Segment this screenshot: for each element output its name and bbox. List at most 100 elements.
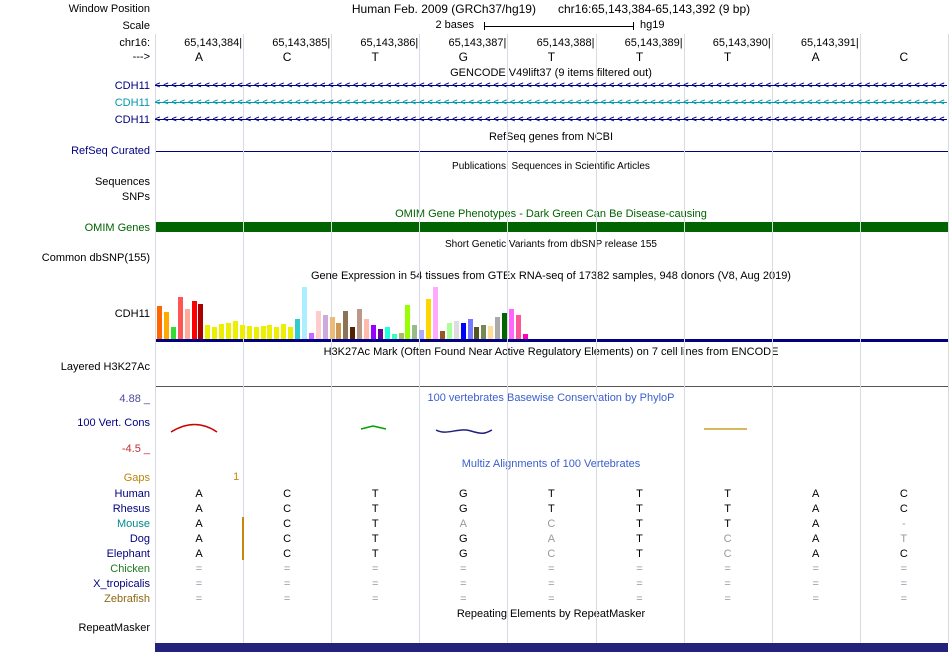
alignment-base: A: [812, 488, 820, 500]
reference-base: C: [282, 50, 292, 64]
gtex-bar: [474, 327, 480, 339]
species-label-elephant[interactable]: Elephant: [106, 548, 150, 560]
track-label-refseq-curated[interactable]: RefSeq Curated: [71, 145, 150, 157]
gtex-bar: [502, 313, 507, 339]
alignment-base: =: [460, 563, 467, 575]
scale-bar: [484, 22, 634, 30]
alignment-base: =: [812, 593, 819, 605]
gencode-title[interactable]: GENCODE V49lift37 (9 items filtered out): [450, 67, 652, 79]
omim-title[interactable]: OMIM Gene Phenotypes - Dark Green Can Be…: [395, 208, 707, 220]
gene-direction-arrows: <<<<<<<<<<<<<<<<<<<<<<<<<<<<<<<<<<<<<<<<…: [155, 97, 947, 107]
alignment-base: G: [459, 548, 468, 560]
alignment-base: G: [459, 488, 468, 500]
gtex-bar: [508, 309, 514, 339]
gtex-bar: [301, 287, 307, 339]
coordinate-label: 65,143,387|: [448, 37, 507, 49]
gtex-bar: [336, 323, 342, 339]
alignment-base: A: [195, 548, 203, 560]
alignment-base: =: [460, 593, 467, 605]
species-label-chicken[interactable]: Chicken: [110, 563, 150, 575]
gtex-bar: [267, 325, 273, 339]
phylop-title[interactable]: 100 vertebrates Basewise Conservation by…: [427, 392, 675, 404]
repeatmasker-bar[interactable]: [155, 643, 948, 652]
gtex-bar: [460, 323, 466, 339]
gtex-bar-chart[interactable]: [155, 287, 948, 339]
track-label-omim-genes[interactable]: OMIM Genes: [84, 222, 150, 234]
refseq-title[interactable]: RefSeq genes from NCBI: [488, 131, 614, 143]
track-label-h3k27ac[interactable]: Layered H3K27Ac: [60, 361, 150, 373]
species-label-human[interactable]: Human: [114, 488, 150, 500]
alignment-base: A: [812, 518, 820, 530]
track-label-common-dbsnp[interactable]: Common dbSNP(155): [41, 252, 150, 264]
alignment-base: C: [723, 548, 732, 560]
gtex-bar: [357, 309, 363, 339]
track-label-repeatmasker[interactable]: RepeatMasker: [78, 622, 150, 634]
repeatmasker-title[interactable]: Repeating Elements by RepeatMasker: [456, 608, 646, 620]
gtex-title[interactable]: Gene Expression in 54 tissues from GTEx …: [311, 270, 791, 282]
gtex-bar: [412, 325, 418, 339]
gtex-bar: [377, 329, 383, 339]
gtex-bar: [315, 311, 321, 339]
alignment-base: =: [195, 563, 203, 575]
gene-line-cdh11-2[interactable]: <<<<<<<<<<<<<<<<<<<<<<<<<<<<<<<<<<<<<<<<…: [155, 113, 947, 126]
track-label-gencode-cdh11-1[interactable]: CDH11: [114, 97, 150, 109]
grid-line: [947, 34, 949, 643]
h3k27ac-title[interactable]: H3K27Ac Mark (Often Found Near Active Re…: [323, 346, 779, 358]
alignment-base: =: [371, 578, 379, 590]
publications-title[interactable]: Publications: Sequences in Scientific Ar…: [452, 161, 650, 172]
alignment-base: A: [547, 533, 556, 545]
grid-line: [595, 34, 597, 643]
gene-line-cdh11-1[interactable]: <<<<<<<<<<<<<<<<<<<<<<<<<<<<<<<<<<<<<<<<…: [155, 96, 947, 109]
track-label-snps[interactable]: SNPs: [121, 191, 150, 203]
dbsnp-title[interactable]: Short Genetic Variants from dbSNP releas…: [445, 239, 657, 250]
position-range: chr16:65,143,384-65,143,392 (9 bp): [557, 2, 751, 16]
gtex-bar: [246, 326, 252, 339]
species-label-dog[interactable]: Dog: [129, 533, 150, 545]
multiz-title[interactable]: Multiz Alignments of 100 Vertebrates: [461, 458, 641, 470]
species-label-zebrafish[interactable]: Zebrafish: [104, 593, 150, 605]
alignment-base: T: [371, 488, 379, 500]
alignment-base: T: [371, 548, 379, 560]
track-label-gencode-cdh11-0[interactable]: CDH11: [114, 80, 150, 92]
refseq-gene-line[interactable]: [155, 151, 948, 152]
track-label-gtex-cdh11[interactable]: CDH11: [114, 308, 150, 320]
gtex-bar: [419, 330, 425, 339]
track-label-gencode-cdh11-2[interactable]: CDH11: [114, 114, 150, 126]
grid-line: [859, 34, 861, 643]
species-label-rhesus[interactable]: Rhesus: [112, 503, 150, 515]
omim-bar[interactable]: [155, 222, 948, 232]
gap-indicator-line: [242, 517, 245, 560]
gtex-bar: [391, 334, 397, 339]
gene-line-bar: [155, 85, 947, 86]
alignment-base: =: [460, 578, 467, 590]
assembly-name: Human Feb. 2009 (GRCh37/hg19): [351, 2, 536, 16]
gtex-bar: [177, 297, 183, 339]
alignment-base: T: [371, 533, 379, 545]
alignment-base: A: [812, 533, 820, 545]
alignment-base: -: [901, 518, 906, 530]
gtex-bar: [522, 334, 528, 339]
species-label-x_tropicalis[interactable]: X_tropicalis: [93, 578, 150, 590]
gtex-bar: [239, 325, 245, 339]
track-label-sequences[interactable]: Sequences: [94, 176, 150, 188]
coordinate-label: 65,143,385|: [272, 37, 331, 49]
position-header: Human Feb. 2009 (GRCh37/hg19) chr16:65,14…: [155, 2, 947, 16]
alignment-base: C: [283, 548, 292, 560]
species-label-mouse[interactable]: Mouse: [116, 518, 150, 530]
gtex-bar: [350, 327, 356, 339]
gene-line-cdh11-0[interactable]: <<<<<<<<<<<<<<<<<<<<<<<<<<<<<<<<<<<<<<<<…: [155, 79, 947, 92]
alignment-base: =: [371, 563, 379, 575]
gtex-bar: [219, 324, 225, 339]
track-label-100-vert-cons[interactable]: 100 Vert. Cons: [77, 417, 150, 429]
gtex-bar: [274, 327, 280, 339]
alignment-base: T: [371, 503, 379, 515]
alignment-base: =: [812, 563, 819, 575]
alignment-base: =: [724, 563, 731, 575]
phylop-mark: [435, 429, 493, 434]
alignment-base: =: [548, 563, 555, 575]
alignment-base: =: [283, 593, 291, 605]
gtex-bar: [343, 311, 349, 339]
alignment-base: C: [899, 548, 908, 560]
reference-base: C: [899, 50, 909, 64]
alignment-base: A: [812, 503, 820, 515]
